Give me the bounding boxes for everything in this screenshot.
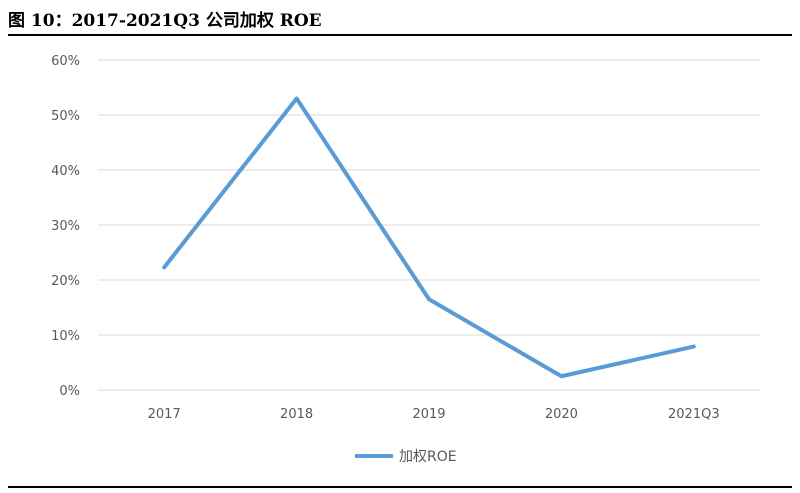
x-tick-label: 2017	[148, 407, 181, 422]
x-axis-tick-labels: 2017 2018 2019 2020 2021Q3	[148, 407, 720, 422]
x-tick-label: 2018	[280, 407, 313, 422]
legend: 加权ROE	[355, 449, 457, 465]
x-tick-label: 2021Q3	[668, 407, 720, 422]
y-tick-label: 20%	[51, 274, 80, 289]
series-lines	[162, 96, 696, 379]
gridlines	[98, 59, 760, 391]
y-tick-label: 10%	[51, 329, 80, 344]
y-tick-label: 40%	[51, 164, 80, 179]
x-tick-label: 2019	[412, 407, 445, 422]
bottom-rule	[8, 486, 792, 488]
y-axis-tick-labels: 0% 10% 20% 30% 40% 50% 60%	[51, 54, 80, 399]
y-tick-label: 0%	[59, 384, 80, 399]
figure-title: 图 10：2017-2021Q3 公司加权 ROE	[8, 11, 322, 31]
y-tick-label: 50%	[51, 109, 80, 124]
y-tick-label: 30%	[51, 219, 80, 234]
y-tick-label: 60%	[51, 54, 80, 69]
title-rule	[8, 34, 792, 36]
legend-label: 加权ROE	[399, 449, 457, 465]
x-tick-label: 2020	[545, 407, 578, 422]
